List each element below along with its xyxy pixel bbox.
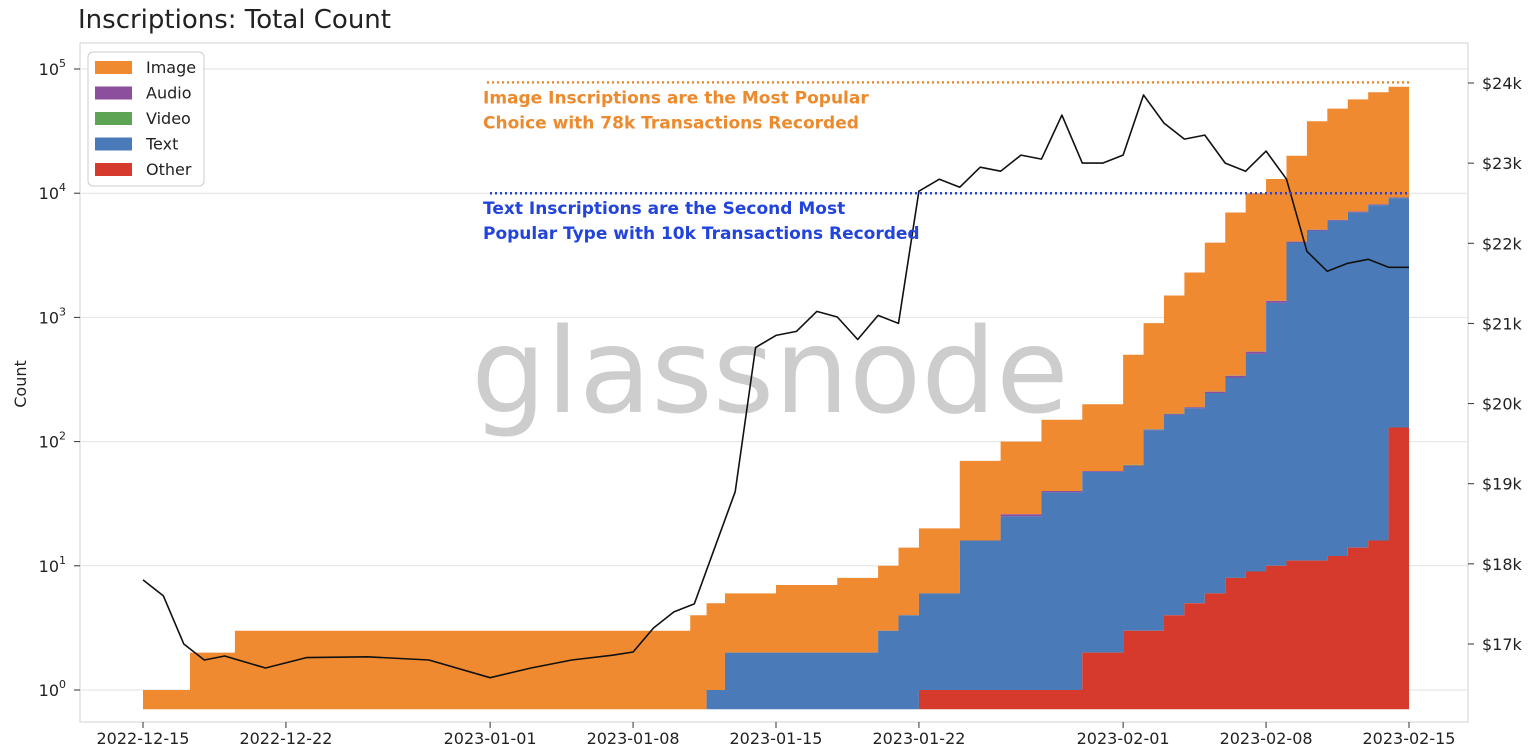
legend: Image Audio Video Text Other: [87, 51, 205, 187]
y2-tick-label: $20k: [1482, 395, 1523, 414]
legend-label: Image: [146, 58, 196, 77]
legend-label: Text: [145, 135, 178, 154]
y-tick-label: 101: [39, 554, 66, 576]
legend-label: Audio: [146, 84, 191, 103]
y2-tick-label: $21k: [1482, 314, 1523, 333]
y-axis-label: Count: [11, 360, 30, 408]
x-tick-label: 2023-02-15: [1363, 729, 1456, 748]
x-tick-label: 2022-12-22: [239, 729, 332, 748]
legend-swatch: [95, 137, 132, 151]
x-tick-label: 2023-01-15: [730, 729, 823, 748]
x-tick-label: 2023-02-08: [1220, 729, 1313, 748]
area-text: [143, 192, 1409, 710]
annotation-text: Text Inscriptions are the Second Most: [483, 199, 845, 219]
legend-box: [87, 51, 205, 187]
area-image: [143, 82, 1409, 710]
price-line: [142, 94, 1409, 679]
legend-swatch: [95, 163, 132, 176]
annotation-text: Image Inscriptions are the Most Popular: [483, 88, 869, 108]
legend-label: Other: [146, 160, 192, 179]
legend-swatch: [95, 86, 132, 100]
x-tick-label: 2023-01-08: [587, 729, 680, 748]
x-tick-label: 2023-01-22: [872, 729, 965, 748]
x-tick-label: 2023-02-01: [1077, 729, 1170, 748]
y2-tick-label: $19k: [1482, 475, 1523, 494]
y2-tick-label: $23k: [1482, 154, 1523, 173]
y2-tick-label: $18k: [1482, 555, 1523, 574]
y2-tick-label: $24k: [1482, 74, 1523, 93]
legend-swatch: [95, 61, 132, 74]
y-tick-label: 103: [39, 305, 66, 327]
y2-tick-label: $22k: [1482, 234, 1523, 253]
watermark-text: glassnode: [471, 302, 1068, 440]
y-tick-label: 105: [39, 57, 66, 79]
x-tick-label: 2023-01-01: [444, 729, 537, 748]
chart-title: Inscriptions: Total Count: [78, 5, 391, 35]
legend-label: Video: [146, 109, 191, 128]
y-tick-label: 104: [39, 181, 66, 203]
y2-tick-label: $17k: [1482, 635, 1523, 654]
annotation-text: Popular Type with 10k Transactions Recor…: [483, 224, 920, 244]
annotation-text: Choice with 78k Transactions Recorded: [483, 113, 859, 133]
y-tick-label: 102: [39, 430, 66, 452]
y-tick-label: 100: [39, 678, 66, 700]
legend-swatch: [95, 112, 132, 125]
area-other: [143, 423, 1409, 710]
x-tick-label: 2022-12-15: [97, 729, 190, 748]
